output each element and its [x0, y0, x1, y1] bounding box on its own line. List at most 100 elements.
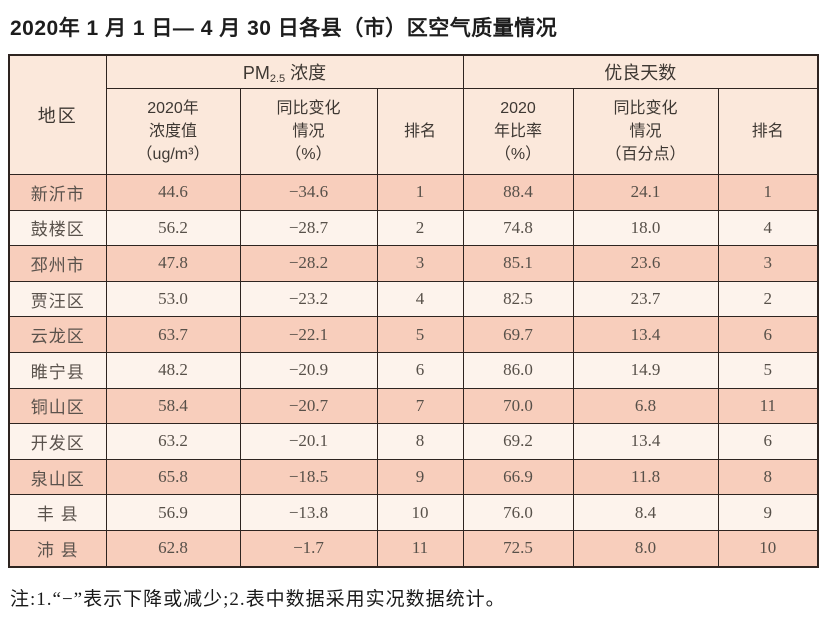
header-sub-row: 2020年 浓度值 （ug/m³） 同比变化 情况 （%） 排名 2020 年比… [9, 88, 819, 175]
cell-region: 开发区 [8, 423, 107, 460]
col-header-pm-rank: 排名 [376, 88, 464, 175]
cell-good-rank: 2 [717, 280, 819, 318]
cell-pm-change: −20.9 [239, 351, 378, 389]
cell-pm-change: −13.8 [239, 494, 378, 531]
cell-pm-rank: 6 [376, 351, 464, 389]
cell-region: 睢宁县 [8, 351, 107, 389]
cell-good-rate: 76.0 [462, 494, 574, 531]
cell-region: 鼓楼区 [8, 209, 107, 247]
cell-good-change: 23.6 [572, 245, 719, 282]
cell-pm-value: 56.2 [105, 209, 241, 247]
footnote: 注:1.“−”表示下降或减少;2.表中数据采用实况数据统计。 [10, 588, 506, 610]
col-header-good-rank: 排名 [717, 88, 819, 175]
cell-good-change: 23.7 [572, 280, 719, 318]
cell-good-rank: 6 [717, 316, 819, 353]
cell-pm-rank: 4 [376, 280, 464, 318]
cell-pm-rank: 2 [376, 209, 464, 247]
cell-pm-value: 63.2 [105, 423, 241, 460]
col-header-good-change: 同比变化 情况 （百分点） [572, 88, 719, 175]
cell-good-rank: 8 [717, 458, 819, 496]
cell-pm-change: −1.7 [239, 529, 378, 568]
cell-pm-change: −22.1 [239, 316, 378, 353]
table-row: 邳州市 47.8 −28.2 3 85.1 23.6 3 [8, 245, 819, 282]
table-body: 新沂市 44.6 −34.6 1 88.4 24.1 1 鼓楼区 56.2 −28.7 2 74.8 1… [8, 174, 819, 568]
cell-region: 铜山区 [8, 387, 107, 425]
table-row: 新沂市 44.6 −34.6 1 88.4 24.1 1 [8, 174, 819, 211]
cell-good-change: 13.4 [572, 316, 719, 353]
table-row: 铜山区 58.4 −20.7 7 70.0 6.8 11 [8, 387, 819, 425]
cell-pm-rank: 8 [376, 423, 464, 460]
pm25-suffix: 浓度 [290, 63, 327, 83]
cell-pm-change: −23.2 [239, 280, 378, 318]
col-header-region: 地区 [8, 54, 107, 175]
col-header-pm-value: 2020年 浓度值 （ug/m³） [105, 88, 241, 175]
cell-pm-value: 63.7 [105, 316, 241, 353]
cell-good-change: 18.0 [572, 209, 719, 247]
cell-good-change: 13.4 [572, 423, 719, 460]
cell-good-change: 11.8 [572, 458, 719, 496]
cell-pm-value: 44.6 [105, 174, 241, 211]
cell-pm-value: 56.9 [105, 494, 241, 531]
cell-region: 云龙区 [8, 316, 107, 353]
cell-good-change: 24.1 [572, 174, 719, 211]
cell-pm-value: 48.2 [105, 351, 241, 389]
cell-good-rate: 72.5 [462, 529, 574, 568]
cell-pm-change: −34.6 [239, 174, 378, 211]
cell-good-rate: 85.1 [462, 245, 574, 282]
cell-good-rate: 74.8 [462, 209, 574, 247]
cell-pm-rank: 1 [376, 174, 464, 211]
table-row: 贾汪区 53.0 −23.2 4 82.5 23.7 2 [8, 280, 819, 318]
cell-pm-rank: 7 [376, 387, 464, 425]
cell-region: 沛 县 [8, 529, 107, 568]
cell-pm-value: 53.0 [105, 280, 241, 318]
col-header-good-rate: 2020 年比率 （%） [462, 88, 574, 175]
cell-pm-rank: 10 [376, 494, 464, 531]
cell-region: 贾汪区 [8, 280, 107, 318]
cell-good-change: 8.4 [572, 494, 719, 531]
cell-good-change: 14.9 [572, 351, 719, 389]
col-header-pm-change: 同比变化 情况 （%） [239, 88, 378, 175]
cell-good-rank: 6 [717, 423, 819, 460]
cell-pm-value: 47.8 [105, 245, 241, 282]
cell-pm-change: −20.7 [239, 387, 378, 425]
cell-region: 邳州市 [8, 245, 107, 282]
table-row: 开发区 63.2 −20.1 8 69.2 13.4 6 [8, 423, 819, 460]
cell-good-rank: 1 [717, 174, 819, 211]
cell-good-rank: 11 [717, 387, 819, 425]
cell-good-rank: 10 [717, 529, 819, 568]
pm25-subscript: 2.5 [269, 73, 286, 85]
col-group-pm25: PM2.5 浓度 [105, 54, 464, 89]
cell-pm-rank: 3 [376, 245, 464, 282]
table-row: 鼓楼区 56.2 −28.7 2 74.8 18.0 4 [8, 209, 819, 247]
cell-good-rank: 3 [717, 245, 819, 282]
cell-good-rate: 86.0 [462, 351, 574, 389]
cell-pm-value: 58.4 [105, 387, 241, 425]
air-quality-table: 地区 PM2.5 浓度 优良天数 2020年 浓度值 （ug/m³） 同比变化 情… [8, 54, 820, 568]
cell-pm-change: −20.1 [239, 423, 378, 460]
table-row: 泉山区 65.8 −18.5 9 66.9 11.8 8 [8, 458, 819, 496]
cell-good-rate: 69.2 [462, 423, 574, 460]
cell-good-change: 6.8 [572, 387, 719, 425]
header-group-row: 地区 PM2.5 浓度 优良天数 [8, 54, 819, 175]
cell-region: 新沂市 [8, 174, 107, 211]
cell-good-rate: 69.7 [462, 316, 574, 353]
col-group-good-days: 优良天数 [462, 54, 819, 89]
cell-good-rate: 88.4 [462, 174, 574, 211]
cell-pm-value: 65.8 [105, 458, 241, 496]
cell-pm-change: −18.5 [239, 458, 378, 496]
cell-region: 丰 县 [8, 494, 107, 531]
cell-pm-rank: 11 [376, 529, 464, 568]
cell-region: 泉山区 [8, 458, 107, 496]
cell-pm-value: 62.8 [105, 529, 241, 568]
table-row: 丰 县 56.9 −13.8 10 76.0 8.4 9 [8, 494, 819, 531]
table-header: 地区 PM2.5 浓度 优良天数 2020年 浓度值 （ug/m³） 同比变化 情… [8, 54, 819, 175]
cell-pm-rank: 9 [376, 458, 464, 496]
cell-pm-change: −28.7 [239, 209, 378, 247]
table-row: 云龙区 63.7 −22.1 5 69.7 13.4 6 [8, 316, 819, 353]
cell-good-rate: 66.9 [462, 458, 574, 496]
cell-good-rank: 5 [717, 351, 819, 389]
page-title: 2020年 1 月 1 日— 4 月 30 日各县（市）区空气质量情况 [10, 17, 558, 40]
cell-good-change: 8.0 [572, 529, 719, 568]
cell-good-rank: 4 [717, 209, 819, 247]
